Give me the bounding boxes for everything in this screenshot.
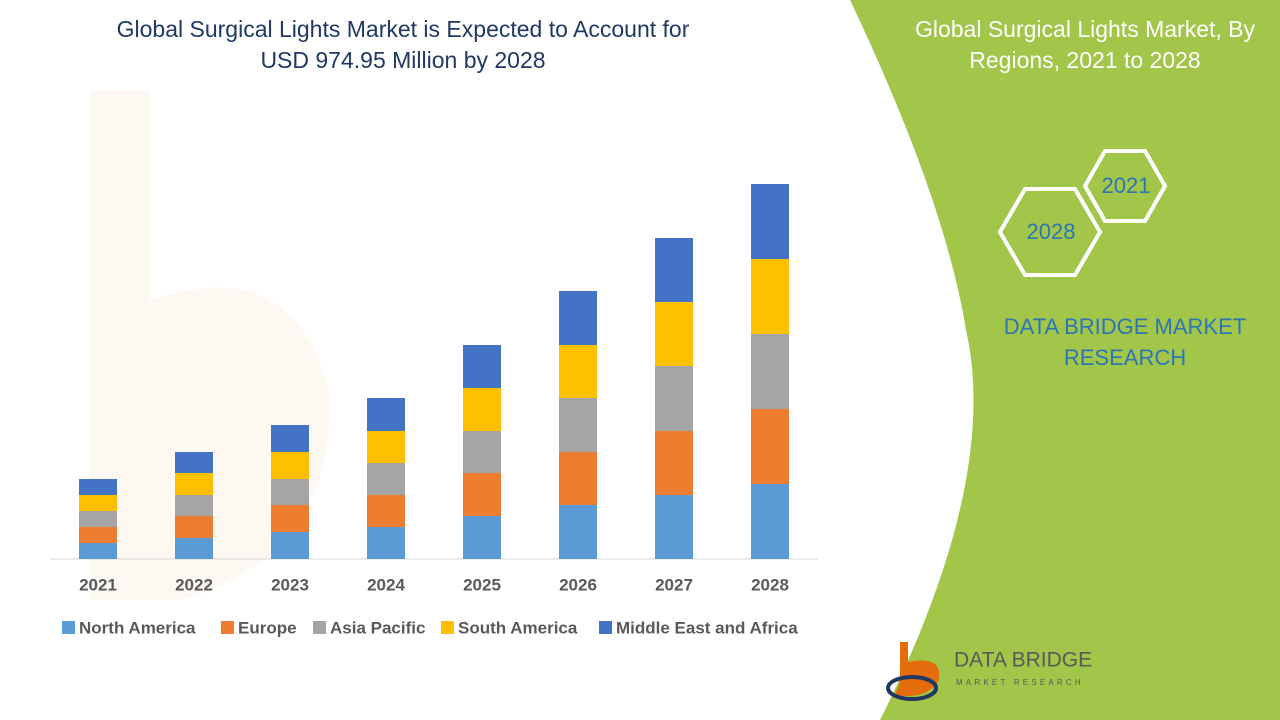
x-tick-label: 2028 bbox=[751, 575, 789, 594]
legend-label: Europe bbox=[238, 618, 297, 637]
bar-segment bbox=[655, 366, 693, 431]
bar-segment bbox=[751, 184, 789, 259]
x-tick-label: 2021 bbox=[79, 575, 117, 594]
bar-segment bbox=[271, 479, 309, 505]
x-tick-label: 2024 bbox=[367, 575, 405, 594]
bar-segment bbox=[655, 431, 693, 495]
bar-segment bbox=[751, 484, 789, 559]
chart-title: Global Surgical Lights Market is Expecte… bbox=[116, 16, 690, 73]
bar-segment bbox=[367, 431, 405, 463]
brand-text: DATA BRIDGE MARKET RESEARCH bbox=[1003, 314, 1247, 370]
bar-segment bbox=[175, 495, 213, 516]
bar-segment bbox=[367, 398, 405, 431]
bar-segment bbox=[79, 479, 117, 495]
legend-label: North America bbox=[79, 618, 196, 637]
legend-swatch bbox=[599, 621, 612, 634]
bar-segment bbox=[175, 538, 213, 559]
hexagon bbox=[997, 187, 1103, 277]
bar-segment bbox=[271, 505, 309, 532]
bar-segment bbox=[79, 527, 117, 543]
bar-segment bbox=[559, 398, 597, 452]
x-tick-label: 2023 bbox=[271, 575, 309, 594]
bar-segment bbox=[79, 543, 117, 559]
legend-swatch bbox=[313, 621, 326, 634]
bar-segment bbox=[655, 238, 693, 302]
bar-segment bbox=[751, 334, 789, 409]
bar-segment bbox=[79, 495, 117, 511]
x-tick-label: 2022 bbox=[175, 575, 213, 594]
bar-segment bbox=[367, 495, 405, 527]
legend-label: Middle East and Africa bbox=[616, 618, 798, 637]
bar-segment bbox=[463, 473, 501, 516]
bar-segment bbox=[271, 532, 309, 559]
bar-segment bbox=[559, 452, 597, 505]
side-title: Global Surgical Lights Market, By Region… bbox=[914, 16, 1256, 73]
bar-segment bbox=[559, 291, 597, 345]
bar-segment bbox=[271, 425, 309, 452]
bar-segment bbox=[559, 505, 597, 559]
hexagon-label: 2021 bbox=[1102, 173, 1151, 198]
bar-segment bbox=[367, 527, 405, 559]
bar-segment bbox=[175, 473, 213, 495]
bar-segment bbox=[751, 409, 789, 484]
legend-swatch bbox=[221, 621, 234, 634]
bar-segment bbox=[367, 463, 405, 495]
legend-label: South America bbox=[458, 618, 578, 637]
legend-label: Asia Pacific bbox=[330, 618, 425, 637]
bar-segment bbox=[79, 511, 117, 527]
legend-swatch bbox=[62, 621, 75, 634]
x-tick-label: 2025 bbox=[463, 575, 501, 594]
bar-segment bbox=[463, 388, 501, 431]
legend-swatch bbox=[441, 621, 454, 634]
hexagon-label: 2028 bbox=[1027, 219, 1076, 244]
bar-segment bbox=[751, 259, 789, 334]
bar-segment bbox=[559, 345, 597, 398]
hexagon bbox=[1082, 149, 1168, 223]
logo-subtext: MARKET RESEARCH bbox=[956, 678, 1084, 687]
bar-segment bbox=[175, 516, 213, 538]
x-tick-label: 2026 bbox=[559, 575, 597, 594]
bar-segment bbox=[175, 452, 213, 473]
logo: DATA BRIDGE MARKET RESEARCH bbox=[886, 642, 1092, 701]
x-tick-label: 2027 bbox=[655, 575, 693, 594]
bar-segment bbox=[463, 345, 501, 388]
bar-segment bbox=[463, 516, 501, 559]
bar-segment bbox=[655, 495, 693, 559]
bar-segment bbox=[655, 302, 693, 366]
logo-text: DATA BRIDGE bbox=[954, 649, 1092, 672]
bar-segment bbox=[463, 431, 501, 473]
watermark bbox=[90, 90, 330, 600]
side-panel bbox=[850, 0, 1280, 720]
bar-segment bbox=[271, 452, 309, 479]
